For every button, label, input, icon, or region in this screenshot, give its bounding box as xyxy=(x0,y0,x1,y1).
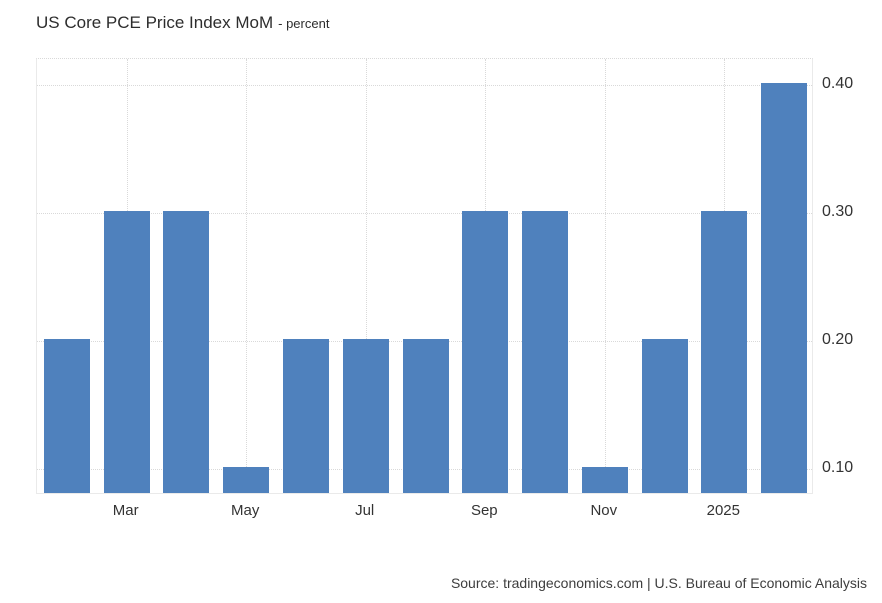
y-axis-tick-label: 0.40 xyxy=(822,74,854,92)
bar[interactable] xyxy=(522,210,568,493)
vertical-gridline xyxy=(365,59,367,493)
y-axis-tick-label: 0.10 xyxy=(822,459,854,477)
chart-title-text: US Core PCE Price Index MoM xyxy=(36,13,274,32)
bar[interactable] xyxy=(701,210,748,493)
horizontal-gridline xyxy=(37,84,812,86)
x-axis-tick-label: 2025 xyxy=(706,502,740,519)
chart-title: US Core PCE Price Index MoM - percent xyxy=(36,13,329,33)
bar[interactable] xyxy=(283,339,329,493)
bar[interactable] xyxy=(641,339,688,493)
x-axis-tick-label: Mar xyxy=(112,502,139,519)
bar[interactable] xyxy=(43,339,90,493)
bar[interactable] xyxy=(342,339,389,493)
vertical-gridline xyxy=(604,59,606,493)
horizontal-gridline xyxy=(37,212,812,214)
vertical-gridline xyxy=(246,59,248,493)
bar[interactable] xyxy=(761,82,808,493)
source-attribution: Source: tradingeconomics.com | U.S. Bure… xyxy=(450,575,867,591)
chart-subtitle: - percent xyxy=(278,16,330,31)
bar[interactable] xyxy=(462,210,509,493)
x-axis-tick-label: Nov xyxy=(590,502,618,519)
x-axis-tick-label: May xyxy=(231,502,260,519)
plot-area xyxy=(36,58,813,494)
bar[interactable] xyxy=(103,210,150,493)
x-axis-tick-label: Sep xyxy=(470,502,498,519)
bar[interactable] xyxy=(223,467,270,493)
x-axis-tick-label: Jul xyxy=(355,502,375,519)
y-axis-tick-label: 0.20 xyxy=(822,331,854,349)
y-axis-tick-label: 0.30 xyxy=(822,202,854,220)
bar[interactable] xyxy=(402,339,449,493)
bar[interactable] xyxy=(163,210,210,493)
bar[interactable] xyxy=(581,467,628,493)
